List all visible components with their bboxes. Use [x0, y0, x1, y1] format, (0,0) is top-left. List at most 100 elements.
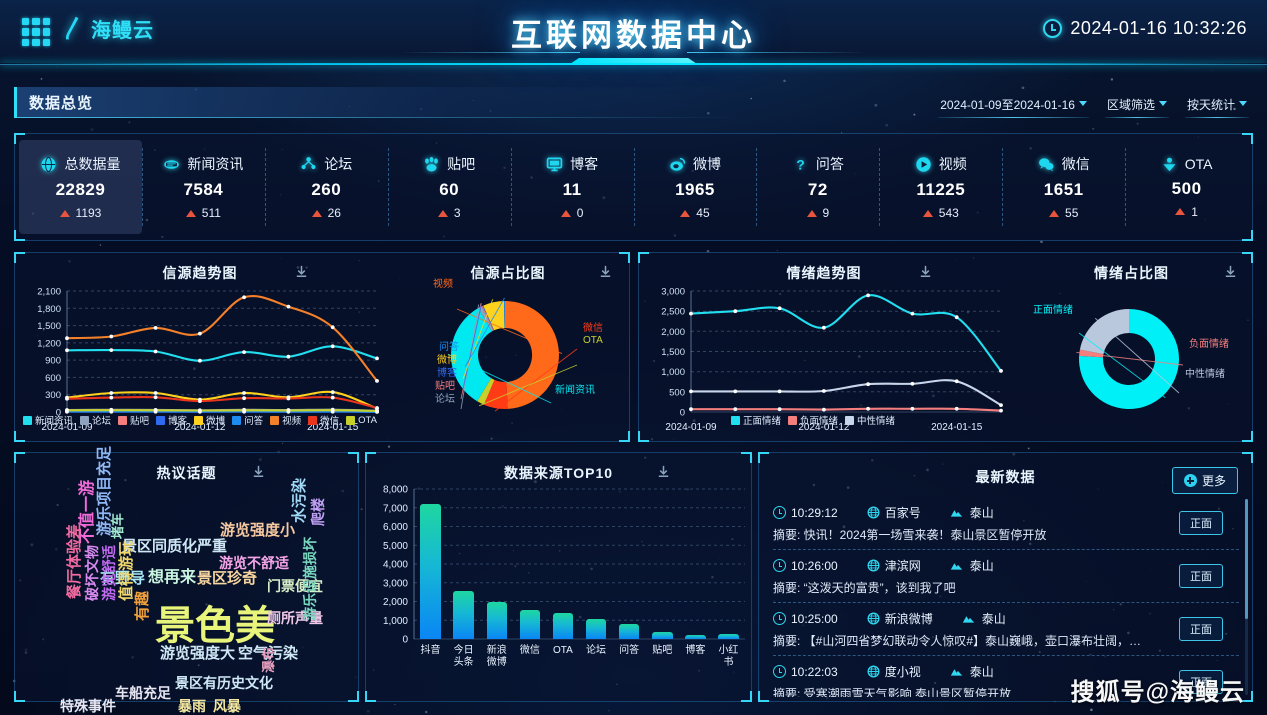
wordcloud-word[interactable]: 景区同质化严重 — [122, 538, 228, 555]
wordcloud-word[interactable]: 厕所声量 — [267, 610, 323, 626]
legend-item-负面情绪[interactable]: 负面情绪 — [788, 413, 838, 427]
bar-贴吧[interactable] — [652, 631, 673, 639]
legend-item-视频[interactable]: 视频 — [270, 413, 301, 427]
stat-card-微博[interactable]: 微博 1965 45 — [633, 140, 757, 234]
wordcloud-word[interactable]: 门票便宜 — [267, 578, 323, 594]
donut-slice-视频[interactable] — [505, 301, 559, 409]
download-icon[interactable] — [251, 464, 266, 479]
legend-item-OTA[interactable]: OTA — [346, 415, 377, 426]
sentiment-badge[interactable]: 正面 — [1179, 670, 1223, 694]
wordcloud-word[interactable]: 空气污染 — [238, 645, 299, 662]
filter-region[interactable]: 区域筛选 — [1104, 96, 1169, 118]
stat-value: 60 — [439, 180, 460, 199]
wordcloud-word[interactable]: 游乐设施损坏 — [302, 537, 318, 621]
wordcloud-word[interactable]: 风暴 — [213, 698, 241, 714]
stat-card-总数据量[interactable]: 总数据量 22829 1193 — [19, 140, 142, 234]
bar-微信[interactable] — [519, 610, 541, 639]
wordcloud-word[interactable]: 特殊事件 — [60, 698, 116, 714]
stat-card-微信[interactable]: 微信 1651 55 — [1002, 140, 1125, 234]
donut-slice-贴吧[interactable] — [481, 305, 494, 331]
bar-新浪微博[interactable] — [486, 601, 507, 639]
tieba-icon — [423, 156, 440, 173]
wordcloud-word[interactable]: 破坏文物 — [84, 545, 100, 601]
donut-slice-问答[interactable] — [503, 301, 505, 328]
stat-delta: 9 — [806, 206, 829, 220]
more-button[interactable]: 更多 — [1171, 467, 1238, 494]
donut-slice-新闻资讯[interactable] — [450, 308, 492, 402]
donut-slice-微博[interactable] — [483, 301, 505, 331]
legend-item-新闻资讯[interactable]: 新闻资讯 — [23, 413, 73, 427]
download-icon[interactable] — [656, 464, 671, 479]
download-icon[interactable] — [1223, 264, 1238, 279]
legend-item-中性情绪[interactable]: 中性情绪 — [845, 413, 895, 427]
sentiment-badge[interactable]: 正面 — [1179, 564, 1223, 588]
download-icon[interactable] — [918, 264, 933, 279]
legend-item-贴吧[interactable]: 贴吧 — [118, 413, 149, 427]
filter-date-range[interactable]: 2024-01-09至2024-01-16 — [938, 96, 1089, 118]
stat-card-问答[interactable]: ? 问答 72 9 — [756, 140, 879, 234]
sentiment-badge[interactable]: 正面 — [1179, 511, 1223, 535]
wordcloud-word[interactable]: 游览强度大 — [160, 645, 236, 662]
wordcloud-word[interactable]: 景区有历史文化 — [175, 675, 273, 691]
brand-logo[interactable]: 〳 海鳗云 — [62, 14, 154, 43]
wordcloud-word[interactable]: 游览强度小 — [220, 522, 296, 539]
wordcloud-word[interactable]: 景色美 — [155, 604, 275, 648]
bar-小红书[interactable] — [718, 634, 739, 639]
sentiment-badge[interactable]: 正面 — [1179, 617, 1223, 641]
news-item[interactable]: 10:26:00 津滨网 泰山 摘要: “这泼天的富贵”，该到我了吧 正面 — [773, 549, 1239, 602]
news-item[interactable]: 10:25:00 新浪微博 泰山 摘要: 【#山河四省梦幻联动令人惊叹#】泰山巍峨，壶… — [773, 602, 1239, 655]
bar-问答[interactable] — [618, 624, 640, 639]
wordcloud-word[interactable]: 想再来 — [148, 569, 197, 586]
wordcloud-word[interactable]: 车船充足 — [115, 685, 171, 701]
stat-card-贴吧[interactable]: 贴吧 60 3 — [387, 140, 511, 234]
news-time: 10:25:00 — [773, 612, 838, 626]
wordcloud-word[interactable]: 有趣 — [134, 590, 151, 621]
donut-slice-负面情绪[interactable] — [1079, 349, 1104, 358]
stat-card-OTA[interactable]: OTA 500 1 — [1125, 140, 1248, 234]
wordcloud-word[interactable]: 堵车 — [110, 512, 125, 539]
legend-item-正面情绪[interactable]: 正面情绪 — [731, 413, 781, 427]
trend-up-icon — [59, 209, 70, 217]
wordcloud-word[interactable]: 值得游玩 — [118, 540, 135, 601]
wordcloud-word[interactable]: 有野导 — [100, 570, 146, 587]
stat-card-论坛[interactable]: 论坛 260 26 — [264, 140, 388, 234]
news-item[interactable]: 10:22:03 度小视 泰山 摘要: 受寒潮雨雪天气影响 泰山景区暂停开放 正面 — [773, 655, 1239, 697]
wordcloud-word[interactable]: 爬楼 — [310, 498, 326, 526]
bar-博客[interactable] — [685, 634, 706, 639]
donut-slice-中性情绪[interactable] — [1079, 309, 1129, 355]
wordcloud-word[interactable]: 游览舒适 — [101, 545, 117, 601]
stat-card-新闻资讯[interactable]: 新闻资讯 7584 511 — [141, 140, 265, 234]
wordcloud-word[interactable]: 游览不舒适 — [219, 555, 289, 571]
legend-item-问答[interactable]: 问答 — [232, 413, 263, 427]
wordcloud-word[interactable]: 瀑布 — [261, 646, 276, 673]
wordcloud-word[interactable]: 餐厅体验差 — [66, 523, 83, 599]
source-share-title: 信源占比图 — [470, 265, 546, 281]
bar-label: 今日 头条 — [453, 645, 474, 668]
donut-slice-博客[interactable] — [482, 305, 495, 331]
legend-item-微信[interactable]: 微信 — [308, 413, 339, 427]
legend-item-博客[interactable]: 博客 — [156, 413, 187, 427]
donut-slice-正面情绪[interactable] — [1079, 309, 1180, 409]
stat-delta: 543 — [922, 206, 959, 220]
download-icon[interactable] — [294, 264, 309, 279]
wordcloud-word[interactable]: 水污染 — [291, 477, 308, 523]
wordcloud-word[interactable]: 暴雨 — [178, 698, 206, 714]
news-item[interactable]: 10:29:12 百家号 泰山 摘要: 快讯！2024第一场雪来袭！泰山景区暂停开放 正… — [773, 497, 1239, 549]
filter-granularity[interactable]: 按天统计 — [1184, 96, 1250, 118]
bar-今日头条[interactable] — [453, 590, 474, 639]
stat-card-博客[interactable]: 博客 11 0 — [510, 140, 634, 234]
stat-card-视频[interactable]: 视频 11225 543 — [879, 140, 1002, 234]
qa-icon: ? — [792, 156, 809, 173]
bar-论坛[interactable] — [585, 618, 607, 639]
news-scrollbar[interactable] — [1245, 499, 1248, 695]
globe-icon — [867, 665, 880, 678]
wordcloud-word[interactable]: 景区珍奇 — [197, 570, 258, 587]
donut-slice-OTA[interactable] — [477, 378, 495, 405]
legend-item-微博[interactable]: 微博 — [194, 413, 225, 427]
bar-抖音[interactable] — [420, 504, 441, 639]
y-axis-tick: 5,000 — [383, 541, 408, 552]
download-icon[interactable] — [598, 264, 613, 279]
bar-OTA[interactable] — [552, 612, 574, 639]
legend-item-论坛[interactable]: 论坛 — [80, 413, 111, 427]
app-menu-grid-icon[interactable] — [22, 18, 50, 46]
